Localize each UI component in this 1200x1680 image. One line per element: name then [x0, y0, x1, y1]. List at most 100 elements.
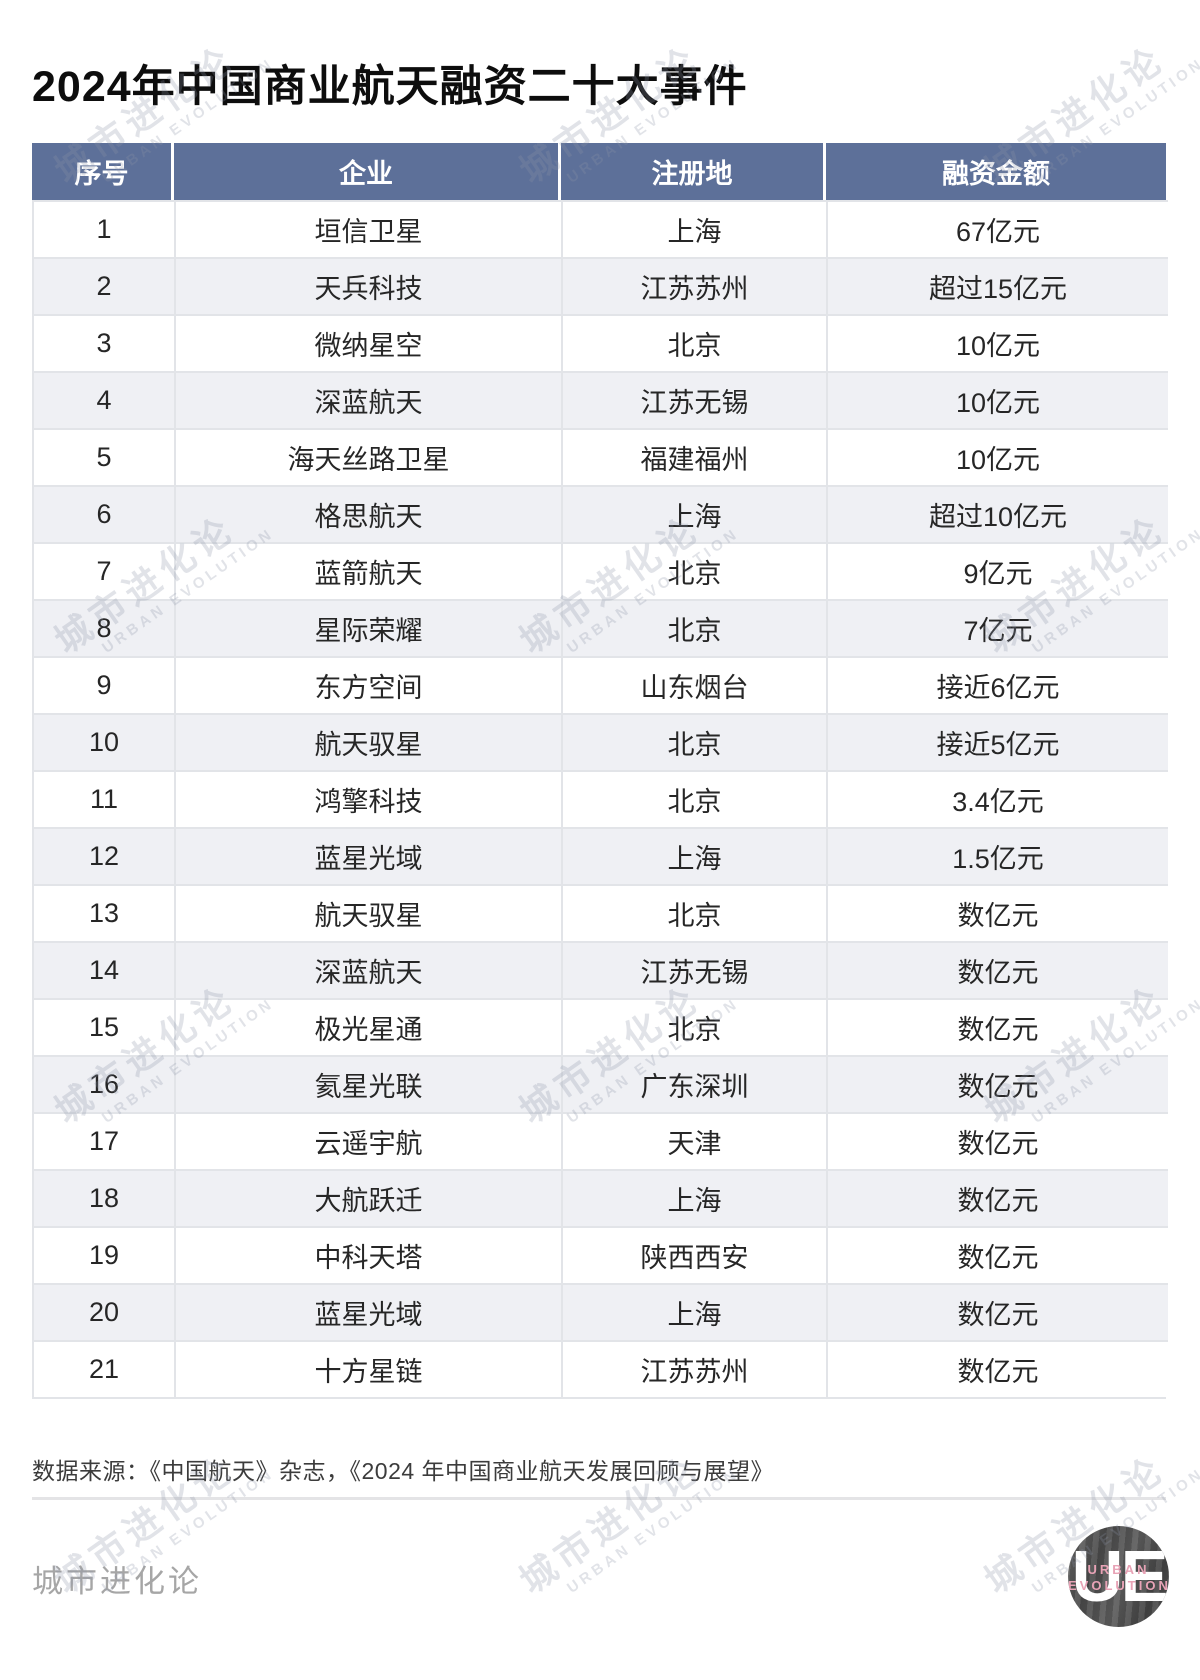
table-row: 15 极光星通 北京 数亿元: [34, 998, 1168, 1055]
logo-wordmark-line2: EVOLUTION: [1068, 1578, 1169, 1593]
amount-cell: 10亿元: [828, 371, 1168, 428]
table-row: 10 航天驭星 北京 接近5亿元: [34, 713, 1168, 770]
row-index-cell: 9: [34, 656, 176, 713]
urban-evolution-logo-icon: UE URBAN EVOLUTION: [1068, 1526, 1169, 1627]
row-index-cell: 21: [34, 1340, 176, 1397]
company-cell: 十方星链: [176, 1340, 563, 1397]
row-index-cell: 3: [34, 314, 176, 371]
amount-cell: 超过15亿元: [828, 257, 1168, 314]
amount-cell: 数亿元: [828, 884, 1168, 941]
row-index-cell: 17: [34, 1112, 176, 1169]
company-cell: 星际荣耀: [176, 599, 563, 656]
row-index-cell: 15: [34, 998, 176, 1055]
row-index-cell: 8: [34, 599, 176, 656]
company-cell: 航天驭星: [176, 884, 563, 941]
financing-table: 序号 企业 注册地 融资金额 1 垣信卫星 上海 67亿元 2 天兵科技 江苏苏州 超过15亿…: [32, 143, 1168, 1399]
row-index-cell: 16: [34, 1055, 176, 1112]
amount-cell: 数亿元: [828, 1112, 1168, 1169]
logo-wordmark: URBAN EVOLUTION: [1068, 1562, 1169, 1594]
amount-cell: 10亿元: [828, 428, 1168, 485]
table-row: 18 大航跃迁 上海 数亿元: [34, 1169, 1168, 1226]
company-cell: 东方空间: [176, 656, 563, 713]
row-index-cell: 20: [34, 1283, 176, 1340]
location-cell: 北京: [563, 998, 828, 1055]
watermark-text: 城市进化论: [512, 1447, 708, 1602]
company-cell: 鸿擎科技: [176, 770, 563, 827]
location-cell: 北京: [563, 599, 828, 656]
table-row: 1 垣信卫星 上海 67亿元: [34, 200, 1168, 257]
row-index-cell: 4: [34, 371, 176, 428]
page-title: 2024年中国商业航天融资二十大事件: [32, 63, 748, 111]
location-cell: 上海: [563, 200, 828, 257]
company-cell: 大航跃迁: [176, 1169, 563, 1226]
table-row: 8 星际荣耀 北京 7亿元: [34, 599, 1168, 656]
location-cell: 北京: [563, 314, 828, 371]
row-index-cell: 1: [34, 200, 176, 257]
table-row: 17 云遥宇航 天津 数亿元: [34, 1112, 1168, 1169]
header-cell-company: 企业: [174, 143, 561, 200]
location-cell: 北京: [563, 713, 828, 770]
table-row: 3 微纳星空 北京 10亿元: [34, 314, 1168, 371]
company-cell: 蓝星光域: [176, 827, 563, 884]
company-cell: 深蓝航天: [176, 941, 563, 998]
location-cell: 山东烟台: [563, 656, 828, 713]
amount-cell: 数亿元: [828, 1226, 1168, 1283]
row-index-cell: 19: [34, 1226, 176, 1283]
table-row: 13 航天驭星 北京 数亿元: [34, 884, 1168, 941]
location-cell: 北京: [563, 884, 828, 941]
table-row: 7 蓝箭航天 北京 9亿元: [34, 542, 1168, 599]
company-cell: 垣信卫星: [176, 200, 563, 257]
logo-wordmark-line1: URBAN: [1087, 1562, 1150, 1577]
table-row: 6 格思航天 上海 超过10亿元: [34, 485, 1168, 542]
amount-cell: 数亿元: [828, 941, 1168, 998]
header-cell-index: 序号: [32, 143, 174, 200]
location-cell: 江苏苏州: [563, 257, 828, 314]
company-cell: 中科天塔: [176, 1226, 563, 1283]
company-cell: 蓝星光域: [176, 1283, 563, 1340]
logo-initials: UE: [1071, 1536, 1168, 1617]
location-cell: 天津: [563, 1112, 828, 1169]
row-index-cell: 11: [34, 770, 176, 827]
row-index-cell: 14: [34, 941, 176, 998]
amount-cell: 数亿元: [828, 1340, 1168, 1397]
amount-cell: 接近5亿元: [828, 713, 1168, 770]
amount-cell: 超过10亿元: [828, 485, 1168, 542]
amount-cell: 7亿元: [828, 599, 1168, 656]
company-cell: 航天驭星: [176, 713, 563, 770]
company-cell: 云遥宇航: [176, 1112, 563, 1169]
location-cell: 江苏无锡: [563, 371, 828, 428]
header-cell-location: 注册地: [561, 143, 826, 200]
data-source-note: 数据来源：《中国航天》杂志，《2024 年中国商业航天发展回顾与展望》: [32, 1458, 775, 1484]
location-cell: 上海: [563, 1169, 828, 1226]
location-cell: 广东深圳: [563, 1055, 828, 1112]
location-cell: 上海: [563, 1283, 828, 1340]
location-cell: 江苏无锡: [563, 941, 828, 998]
amount-cell: 1.5亿元: [828, 827, 1168, 884]
location-cell: 上海: [563, 827, 828, 884]
location-cell: 福建福州: [563, 428, 828, 485]
row-index-cell: 10: [34, 713, 176, 770]
table-row: 12 蓝星光域 上海 1.5亿元: [34, 827, 1168, 884]
header-cell-amount: 融资金额: [826, 143, 1166, 200]
amount-cell: 数亿元: [828, 1169, 1168, 1226]
company-cell: 蓝箭航天: [176, 542, 563, 599]
company-cell: 深蓝航天: [176, 371, 563, 428]
amount-cell: 数亿元: [828, 998, 1168, 1055]
table-header-row: 序号 企业 注册地 融资金额: [32, 143, 1166, 200]
table-row: 20 蓝星光域 上海 数亿元: [34, 1283, 1168, 1340]
table-row: 9 东方空间 山东烟台 接近6亿元: [34, 656, 1168, 713]
table-body: 1 垣信卫星 上海 67亿元 2 天兵科技 江苏苏州 超过15亿元 3 微纳星空 北京 10亿元 4 深蓝…: [32, 200, 1168, 1399]
row-index-cell: 2: [34, 257, 176, 314]
row-index-cell: 7: [34, 542, 176, 599]
brand-name: 城市进化论: [32, 1564, 202, 1599]
table-row: 4 深蓝航天 江苏无锡 10亿元: [34, 371, 1168, 428]
footer-divider: [32, 1497, 1166, 1500]
row-index-cell: 5: [34, 428, 176, 485]
table-row: 21 十方星链 江苏苏州 数亿元: [34, 1340, 1168, 1397]
company-cell: 极光星通: [176, 998, 563, 1055]
amount-cell: 9亿元: [828, 542, 1168, 599]
amount-cell: 67亿元: [828, 200, 1168, 257]
company-cell: 海天丝路卫星: [176, 428, 563, 485]
company-cell: 天兵科技: [176, 257, 563, 314]
